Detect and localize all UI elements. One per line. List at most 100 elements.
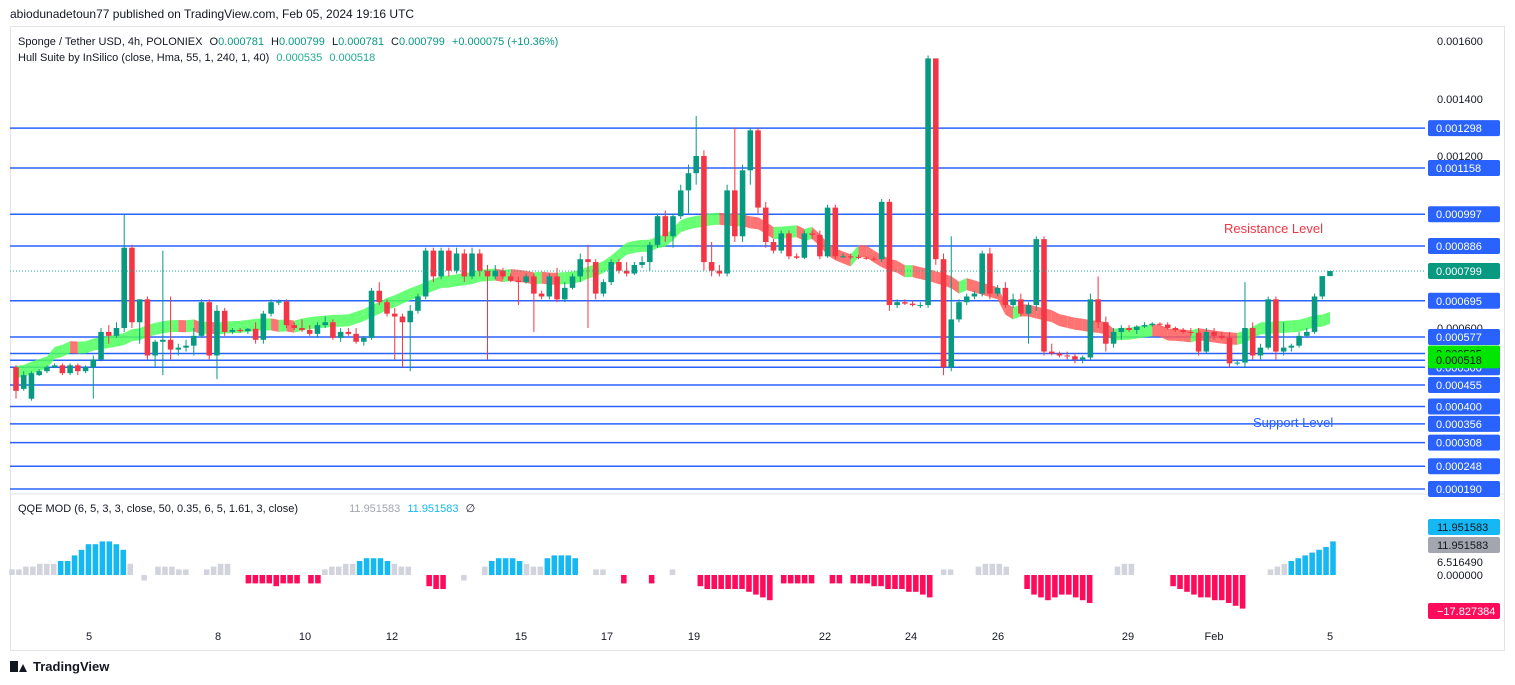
candle[interactable] [67,363,73,376]
candle[interactable] [500,267,506,280]
candle[interactable] [824,204,831,258]
candle[interactable] [391,307,398,360]
qqe-tag-min[interactable]: −17.827384 [1428,603,1500,619]
level-price-tag[interactable]: 0.000190 [1428,481,1500,497]
candle[interactable] [770,239,777,254]
candle[interactable] [662,210,669,242]
candle[interactable] [693,116,699,185]
candle[interactable] [438,247,444,280]
candle[interactable] [1188,328,1194,336]
candle[interactable] [608,259,614,285]
candle[interactable] [252,322,259,344]
candle[interactable] [933,58,939,265]
level-price-tag[interactable]: 0.000356 [1428,415,1500,432]
candle[interactable] [1234,359,1241,366]
candle[interactable] [36,369,42,376]
candle[interactable] [562,282,568,303]
candle[interactable] [105,325,112,344]
candle[interactable] [1280,322,1287,356]
candle[interactable] [384,299,390,317]
last-price-tag[interactable]: 0.000799 [1428,262,1500,279]
candle[interactable] [299,319,305,332]
candle[interactable] [925,55,931,308]
level-price-tag[interactable]: 0.000577 [1428,329,1500,346]
candle[interactable] [515,276,522,306]
candle[interactable] [453,247,460,274]
candle[interactable] [82,365,89,374]
candle[interactable] [306,325,313,336]
candle[interactable] [1226,331,1233,368]
candle[interactable] [1219,331,1225,340]
candle[interactable] [747,127,754,185]
candle[interactable] [1311,293,1318,334]
candle[interactable] [917,302,924,308]
candle[interactable] [886,199,893,311]
candle[interactable] [1249,322,1256,360]
candle[interactable] [1018,293,1024,317]
candle[interactable] [654,213,661,248]
candle[interactable] [446,247,452,277]
candle[interactable] [476,249,483,277]
candle[interactable] [1273,296,1279,360]
qqe-tick-0[interactable]: 0.000000 [1437,570,1483,582]
candle[interactable] [152,339,158,368]
candle[interactable] [337,328,344,342]
candle[interactable] [1288,343,1295,352]
candle[interactable] [871,256,877,261]
candle[interactable] [399,313,406,368]
candle[interactable] [415,293,421,314]
candle[interactable] [592,259,599,300]
candle[interactable] [817,230,823,260]
candle[interactable] [786,230,792,260]
candle[interactable] [863,256,870,260]
candle[interactable] [755,127,761,214]
candle[interactable] [708,242,715,277]
candle[interactable] [376,282,383,306]
candle[interactable] [469,247,475,280]
candle[interactable] [538,290,545,300]
qqe-legend[interactable]: QQE MOD (6, 5, 3, 3, close, 50, 0.35, 6,… [18,502,479,515]
candle[interactable] [1327,270,1333,277]
candle[interactable] [1056,351,1063,358]
candle[interactable] [167,296,174,360]
candle[interactable] [1141,322,1148,328]
candle[interactable] [1072,353,1078,364]
candle[interactable] [368,287,375,340]
candle[interactable] [59,363,66,376]
candle[interactable] [136,299,143,344]
candle[interactable] [739,164,746,242]
level-price-tag[interactable]: 0.001298 [1428,120,1500,137]
candle[interactable] [98,328,104,362]
candle[interactable] [832,204,839,260]
candle[interactable] [1079,355,1086,364]
candle[interactable] [507,273,514,283]
candle[interactable] [600,279,607,297]
candle[interactable] [1319,276,1326,300]
candle[interactable] [639,256,645,268]
candle[interactable] [1296,331,1302,348]
candle[interactable] [847,253,854,260]
candle[interactable] [237,328,243,333]
candle[interactable] [979,250,985,297]
candle[interactable] [1164,322,1171,330]
candle[interactable] [1195,328,1202,356]
candle[interactable] [214,305,220,380]
candle[interactable] [44,365,50,374]
candle[interactable] [809,230,815,240]
qqe-tick-1[interactable]: 6.516490 [1437,557,1483,569]
candle[interactable] [1157,322,1163,326]
candle[interactable] [531,273,537,332]
candle[interactable] [353,328,359,344]
candle[interactable] [1048,343,1055,356]
candle[interactable] [461,249,468,283]
candle[interactable] [1180,328,1186,334]
level-price-tag[interactable]: 0.000886 [1428,238,1500,255]
candle[interactable] [1149,322,1156,327]
candle[interactable] [345,328,352,336]
candle[interactable] [121,214,127,332]
candle[interactable] [902,299,908,306]
candle[interactable] [276,299,282,306]
candle[interactable] [422,247,429,300]
candle[interactable] [569,273,576,290]
